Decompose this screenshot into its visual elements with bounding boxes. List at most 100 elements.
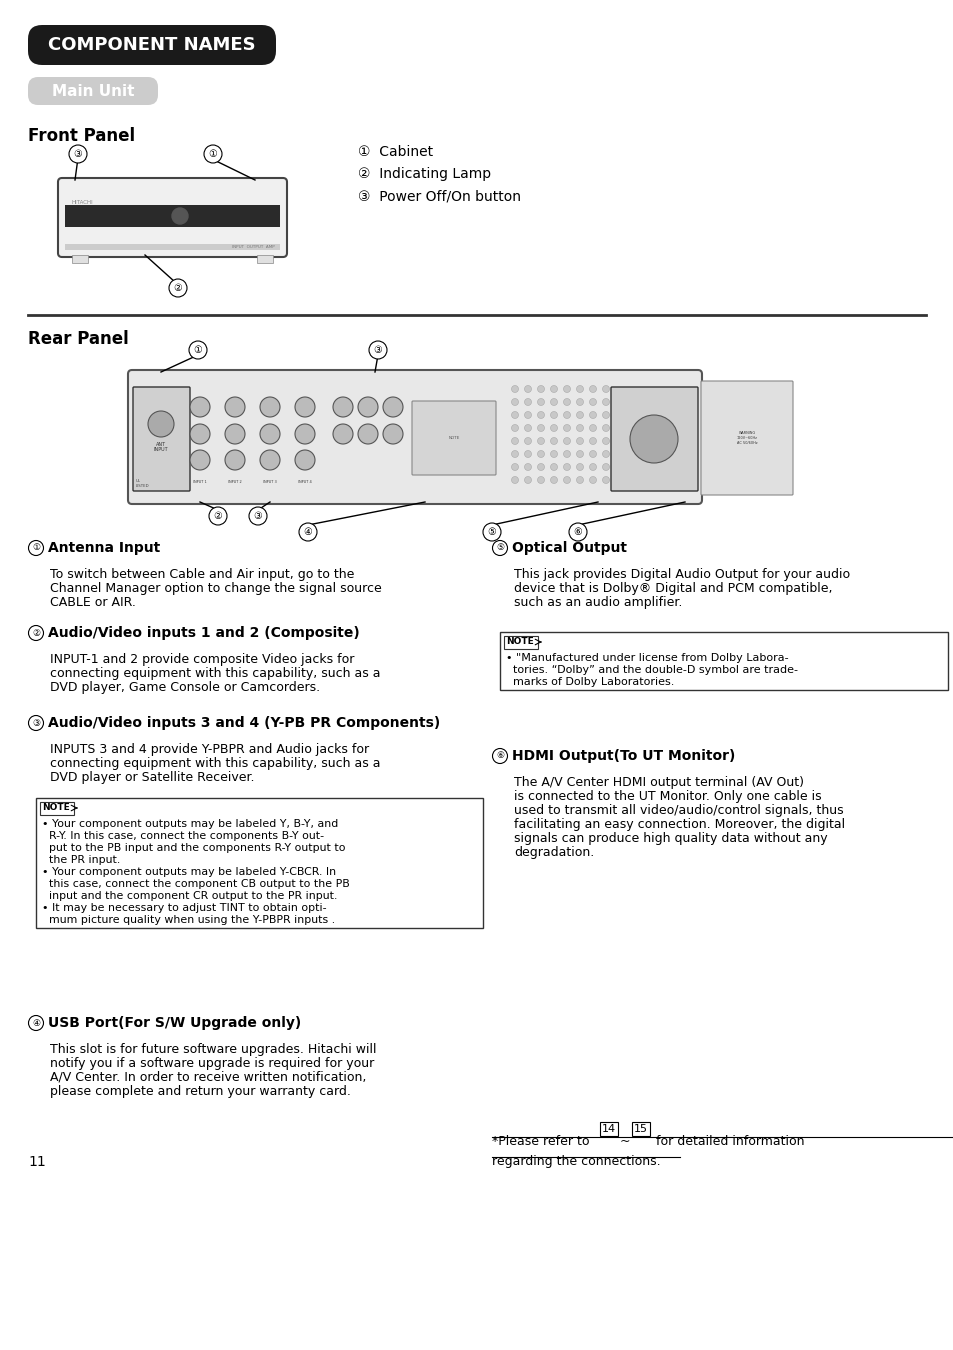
Circle shape — [563, 424, 570, 432]
Text: • "Manufactured under license from Dolby Labora-: • "Manufactured under license from Dolby… — [505, 653, 788, 663]
Circle shape — [382, 397, 402, 417]
Circle shape — [29, 540, 44, 555]
Circle shape — [589, 477, 596, 483]
Text: ③: ③ — [31, 718, 40, 728]
Text: The A/V Center HDMI output terminal (AV Out): The A/V Center HDMI output terminal (AV … — [514, 776, 803, 788]
Circle shape — [294, 450, 314, 470]
Text: ①  Cabinet: ① Cabinet — [357, 144, 433, 159]
Circle shape — [576, 463, 583, 471]
Circle shape — [602, 477, 609, 483]
FancyBboxPatch shape — [28, 77, 158, 105]
Circle shape — [209, 508, 227, 525]
Bar — [65, 244, 280, 250]
Text: regarding the connections.: regarding the connections. — [492, 1156, 659, 1168]
Circle shape — [148, 410, 173, 437]
Text: HITACHI: HITACHI — [71, 201, 93, 205]
Text: • Your component outputs may be labeled Y, B-Y, and: • Your component outputs may be labeled … — [42, 819, 338, 829]
Text: notify you if a software upgrade is required for your: notify you if a software upgrade is requ… — [50, 1057, 374, 1071]
Text: • It may be necessary to adjust TINT to obtain opti-: • It may be necessary to adjust TINT to … — [42, 903, 326, 913]
Circle shape — [576, 424, 583, 432]
Circle shape — [511, 386, 518, 393]
Text: ANT
INPUT: ANT INPUT — [153, 441, 168, 452]
Circle shape — [576, 437, 583, 444]
Text: device that is Dolby® Digital and PCM compatible,: device that is Dolby® Digital and PCM co… — [514, 582, 832, 595]
Text: ~: ~ — [619, 1135, 630, 1148]
Text: is connected to the UT Monitor. Only one cable is: is connected to the UT Monitor. Only one… — [514, 790, 821, 803]
Text: INPUTS 3 and 4 provide Y-PBPR and Audio jacks for: INPUTS 3 and 4 provide Y-PBPR and Audio … — [50, 743, 369, 756]
Circle shape — [550, 451, 557, 458]
Text: ③: ③ — [374, 346, 382, 355]
Circle shape — [369, 342, 387, 359]
Circle shape — [511, 477, 518, 483]
Circle shape — [537, 412, 544, 418]
Text: marks of Dolby Laboratories.: marks of Dolby Laboratories. — [505, 678, 674, 687]
Text: *Please refer to: *Please refer to — [492, 1135, 593, 1148]
Circle shape — [260, 450, 280, 470]
Circle shape — [225, 397, 245, 417]
Circle shape — [29, 716, 44, 730]
Text: ①: ① — [193, 346, 202, 355]
Bar — [503, 636, 537, 649]
Circle shape — [511, 398, 518, 405]
Circle shape — [602, 424, 609, 432]
Circle shape — [69, 144, 87, 163]
Circle shape — [589, 398, 596, 405]
Bar — [256, 255, 273, 263]
Circle shape — [29, 1015, 44, 1030]
Circle shape — [589, 412, 596, 418]
Text: To switch between Cable and Air input, go to the: To switch between Cable and Air input, g… — [50, 568, 354, 580]
Bar — [40, 802, 74, 815]
Circle shape — [294, 424, 314, 444]
Circle shape — [511, 437, 518, 444]
Text: input and the component CR output to the PR input.: input and the component CR output to the… — [42, 891, 337, 900]
Text: R-Y. In this case, connect the components B-Y out-: R-Y. In this case, connect the component… — [42, 832, 324, 841]
Text: INPUT 3: INPUT 3 — [263, 481, 276, 485]
Circle shape — [29, 625, 44, 640]
Text: Rear Panel: Rear Panel — [28, 329, 129, 348]
Circle shape — [550, 463, 557, 471]
Text: connecting equipment with this capability, such as a: connecting equipment with this capabilit… — [50, 667, 380, 680]
Text: tories. “Dolby” and the double-D symbol are trade-: tories. “Dolby” and the double-D symbol … — [505, 666, 797, 675]
Text: INPUT 1: INPUT 1 — [193, 481, 207, 485]
Circle shape — [524, 477, 531, 483]
Text: used to transmit all video/audio/control signals, thus: used to transmit all video/audio/control… — [514, 803, 842, 817]
Circle shape — [260, 424, 280, 444]
Text: ⑤: ⑤ — [496, 544, 503, 552]
Bar — [631, 1122, 649, 1135]
Text: mum picture quality when using the Y-PBPR inputs .: mum picture quality when using the Y-PBP… — [42, 915, 335, 925]
Circle shape — [550, 477, 557, 483]
Text: INPUT 2: INPUT 2 — [228, 481, 242, 485]
Text: INPUT-1 and 2 provide composite Video jacks for: INPUT-1 and 2 provide composite Video ja… — [50, 653, 354, 666]
Text: 15: 15 — [634, 1125, 647, 1134]
Circle shape — [589, 451, 596, 458]
Text: ②: ② — [31, 629, 40, 637]
Circle shape — [492, 748, 507, 764]
Text: ⑤: ⑤ — [487, 526, 496, 537]
Text: please complete and return your warranty card.: please complete and return your warranty… — [50, 1085, 351, 1098]
Circle shape — [524, 451, 531, 458]
FancyBboxPatch shape — [132, 387, 190, 491]
Circle shape — [294, 397, 314, 417]
Circle shape — [576, 451, 583, 458]
Circle shape — [563, 398, 570, 405]
Circle shape — [576, 386, 583, 393]
Text: ③  Power Off/On button: ③ Power Off/On button — [357, 189, 520, 202]
Circle shape — [190, 424, 210, 444]
Circle shape — [589, 386, 596, 393]
Text: HDMI Output(To UT Monitor): HDMI Output(To UT Monitor) — [512, 749, 735, 763]
Text: DVD player or Satellite Receiver.: DVD player or Satellite Receiver. — [50, 771, 254, 784]
Circle shape — [524, 386, 531, 393]
Circle shape — [511, 412, 518, 418]
Circle shape — [524, 398, 531, 405]
Text: ③: ③ — [253, 512, 262, 521]
Text: Audio/Video inputs 3 and 4 (Y-PB PR Components): Audio/Video inputs 3 and 4 (Y-PB PR Comp… — [48, 716, 439, 730]
Circle shape — [357, 424, 377, 444]
Text: ⑥: ⑥ — [573, 526, 581, 537]
Text: CABLE or AIR.: CABLE or AIR. — [50, 595, 135, 609]
Circle shape — [537, 477, 544, 483]
Text: put to the PB input and the components R-Y output to: put to the PB input and the components R… — [42, 842, 345, 853]
Circle shape — [537, 463, 544, 471]
Text: Main Unit: Main Unit — [51, 84, 134, 99]
Text: 14: 14 — [601, 1125, 616, 1134]
Circle shape — [537, 398, 544, 405]
